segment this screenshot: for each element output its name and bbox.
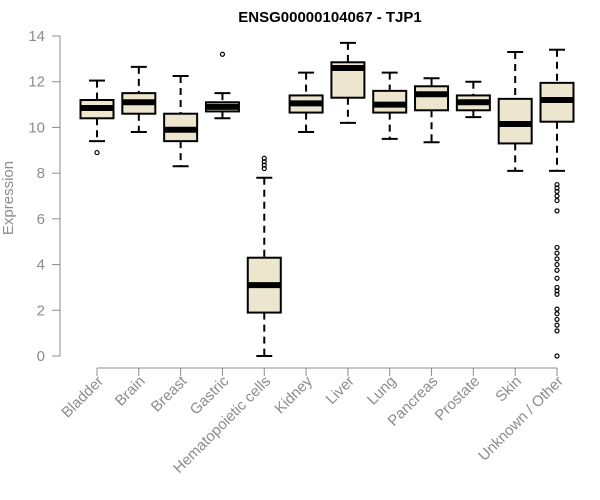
y-tick-label: 14 — [28, 28, 45, 45]
outlier-point — [554, 322, 560, 328]
outlier-point — [554, 291, 560, 297]
y-tick-label: 12 — [28, 74, 45, 91]
box-group — [330, 41, 366, 124]
box-group — [288, 71, 324, 133]
y-ticks: 0 2 4 6 8 10 12 14 — [28, 28, 60, 365]
y-tick-label: 2 — [37, 302, 45, 319]
box-group — [121, 65, 157, 133]
outlier-point — [261, 155, 267, 161]
x-tick-label: Lung — [364, 373, 400, 409]
y-tick-label: 8 — [37, 165, 45, 182]
box-group — [455, 80, 491, 119]
outlier-point — [554, 328, 560, 334]
outlier-point — [554, 208, 560, 214]
box-group — [204, 51, 240, 120]
x-tick-label: Bladder — [58, 373, 107, 422]
outlier-point — [554, 306, 560, 312]
outlier-point — [554, 250, 560, 256]
x-tick-label: Brain — [112, 373, 149, 410]
box-group — [79, 79, 115, 156]
outlier-point — [554, 193, 560, 199]
chart-title: ENSG00000104067 - TJP1 — [238, 9, 421, 26]
x-tick-label: Skin — [492, 373, 525, 406]
outlier-point — [554, 316, 560, 323]
box-iqr — [414, 85, 450, 112]
outlier-point — [554, 244, 560, 251]
outlier-point — [219, 51, 226, 57]
x-tick-label: Liver — [323, 373, 358, 408]
x-tick-label: Prostate — [432, 373, 484, 425]
outlier-point — [554, 267, 560, 273]
outlier-point — [94, 149, 100, 156]
y-tick-label: 6 — [37, 211, 45, 228]
y-tick-label: 10 — [28, 119, 45, 136]
box-group — [497, 51, 533, 172]
outlier-point — [554, 353, 560, 359]
outlier-point — [554, 275, 560, 281]
boxes — [79, 41, 575, 359]
y-tick-label: 0 — [37, 348, 45, 365]
box-group — [539, 48, 575, 359]
outlier-point — [554, 261, 560, 268]
outlier-point — [554, 311, 560, 317]
box-group — [163, 75, 199, 168]
x-tick-label: Breast — [148, 372, 191, 415]
y-tick-label: 4 — [37, 257, 45, 274]
y-axis-label: Expression — [0, 161, 17, 235]
box-group — [246, 155, 282, 357]
box-group — [414, 77, 450, 144]
box-group — [372, 71, 408, 140]
x-tick-label: Kidney — [271, 372, 316, 417]
outlier-point — [554, 256, 560, 262]
outlier-point — [554, 197, 560, 204]
